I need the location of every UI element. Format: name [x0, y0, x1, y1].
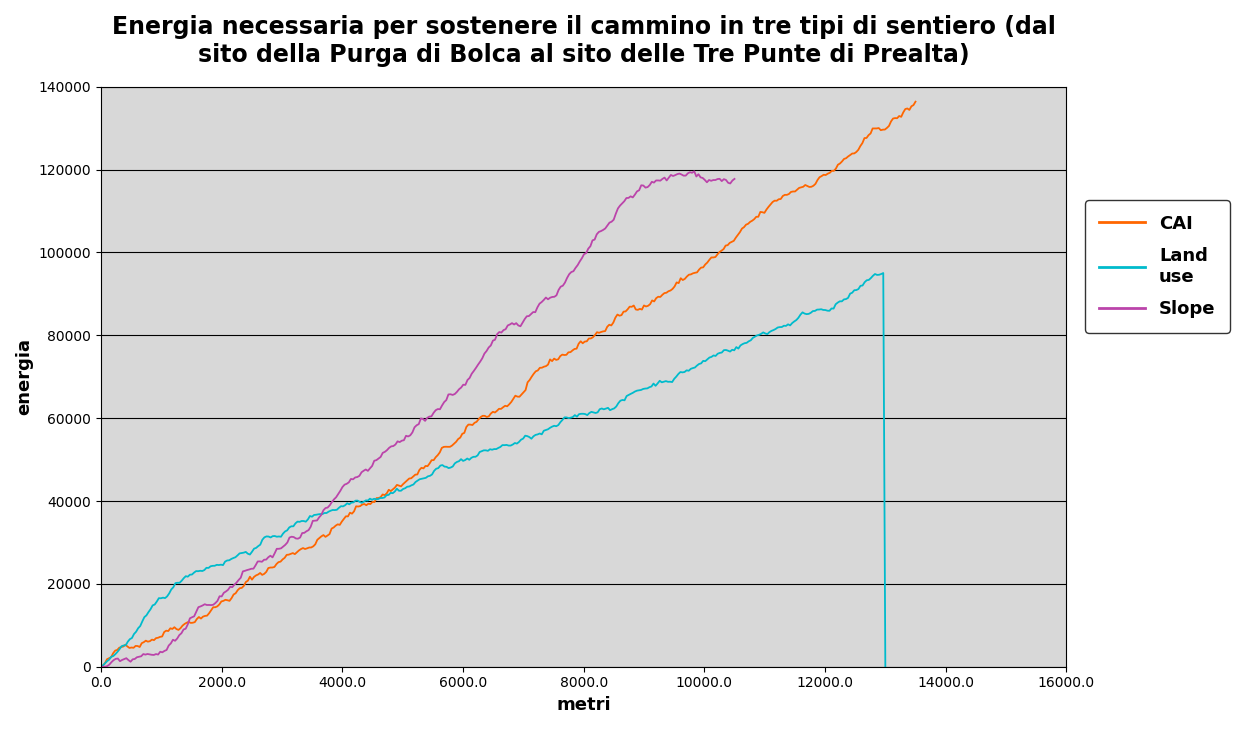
Title: Energia necessaria per sostenere il cammino in tre tipi di sentiero (dal
sito de: Energia necessaria per sostenere il camm…	[112, 15, 1056, 67]
X-axis label: metri: metri	[557, 696, 611, 714]
Legend: CAI, Land
use, Slope: CAI, Land use, Slope	[1086, 200, 1230, 333]
Y-axis label: energia: energia	[15, 338, 34, 416]
